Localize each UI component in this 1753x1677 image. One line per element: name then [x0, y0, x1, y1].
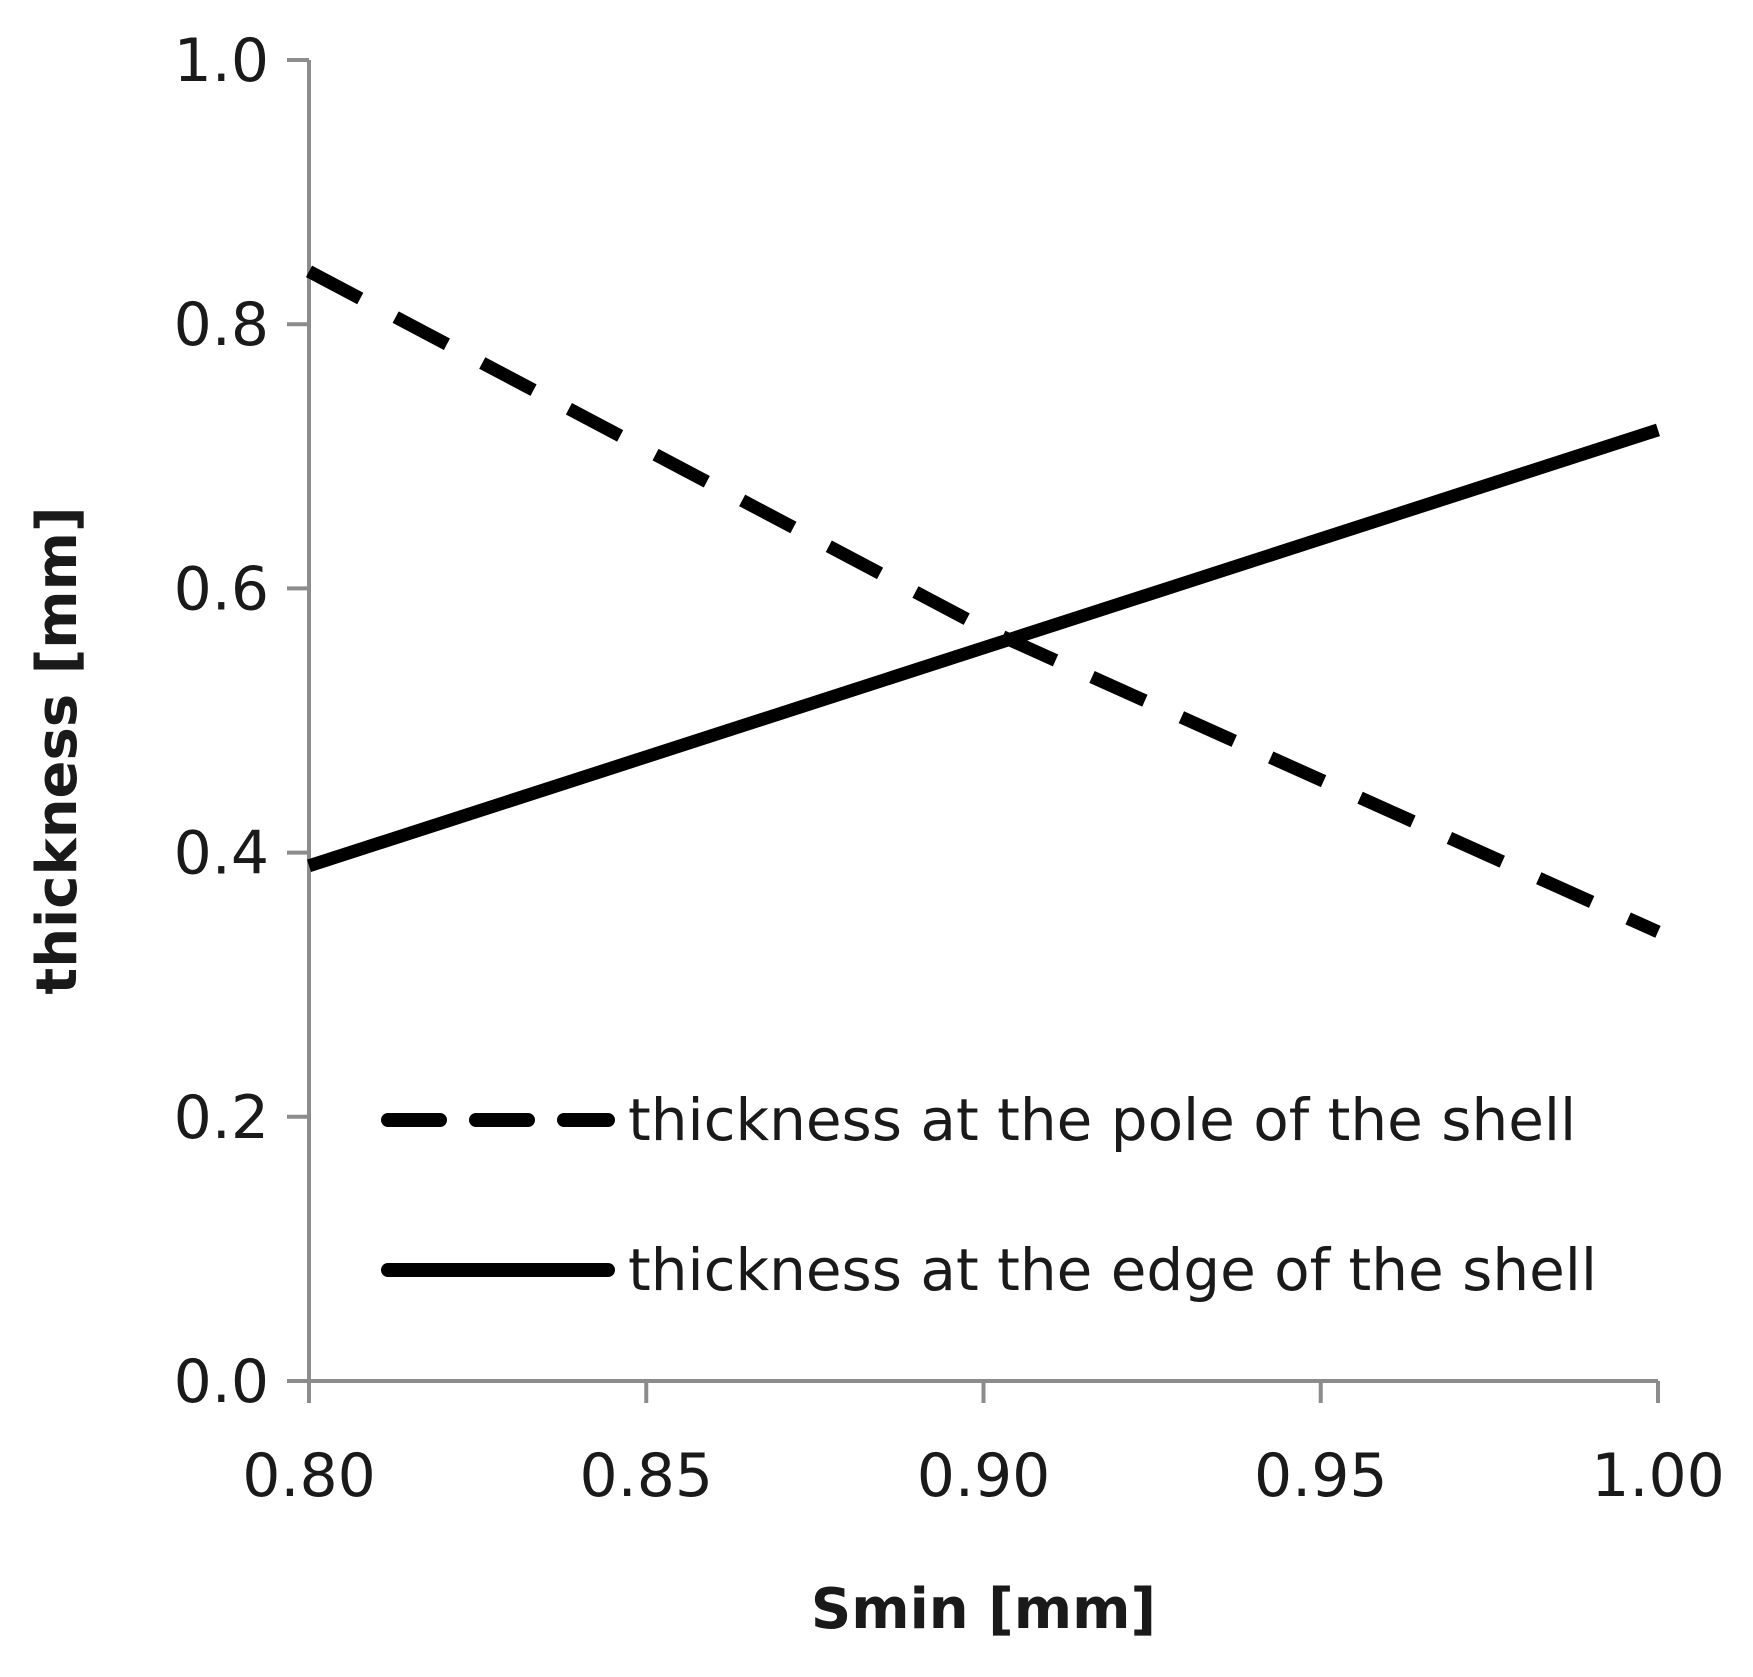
y-tick-label: 0.8	[174, 290, 269, 360]
series-edge-thickness	[307, 423, 1660, 872]
legend-label: thickness at the pole of the shell	[628, 1086, 1576, 1154]
legend-label: thickness at the edge of the shell	[628, 1236, 1597, 1304]
y-tick-label: 0.6	[174, 554, 269, 624]
legend: thickness at the pole of the shell thickn…	[381, 1086, 1597, 1304]
series-line	[305, 265, 1661, 938]
series-pole-thickness	[305, 265, 1661, 938]
y-axis-title: thickness [mm]	[25, 506, 90, 994]
series-line	[307, 423, 1660, 872]
y-tick-label: 0.2	[174, 1083, 269, 1153]
y-tick-label: 0.4	[174, 819, 269, 889]
x-tick-label: 0.85	[579, 1441, 713, 1511]
x-tick-label: 0.95	[1254, 1441, 1388, 1511]
x-tick-label: 1.00	[1591, 1441, 1725, 1511]
x-tick-label: 0.90	[917, 1441, 1051, 1511]
y-tick-label: 0.0	[174, 1347, 269, 1417]
x-ticks: 0.80 0.85 0.90 0.95 1.00	[242, 1381, 1725, 1511]
y-tick-label: 1.0	[174, 26, 269, 96]
legend-item: thickness at the pole of the shell	[381, 1086, 1576, 1154]
legend-item: thickness at the edge of the shell	[381, 1236, 1597, 1304]
x-tick-label: 0.80	[242, 1441, 376, 1511]
series-layer	[305, 265, 1661, 938]
x-axis-title: Smin [mm]	[811, 1577, 1156, 1642]
y-ticks: 0.0 0.2 0.4 0.6 0.8 1.0	[174, 26, 309, 1417]
axes: 0.0 0.2 0.4 0.6 0.8 1.0 0.80 0.85 0.90 0.95 1.00	[174, 26, 1725, 1511]
